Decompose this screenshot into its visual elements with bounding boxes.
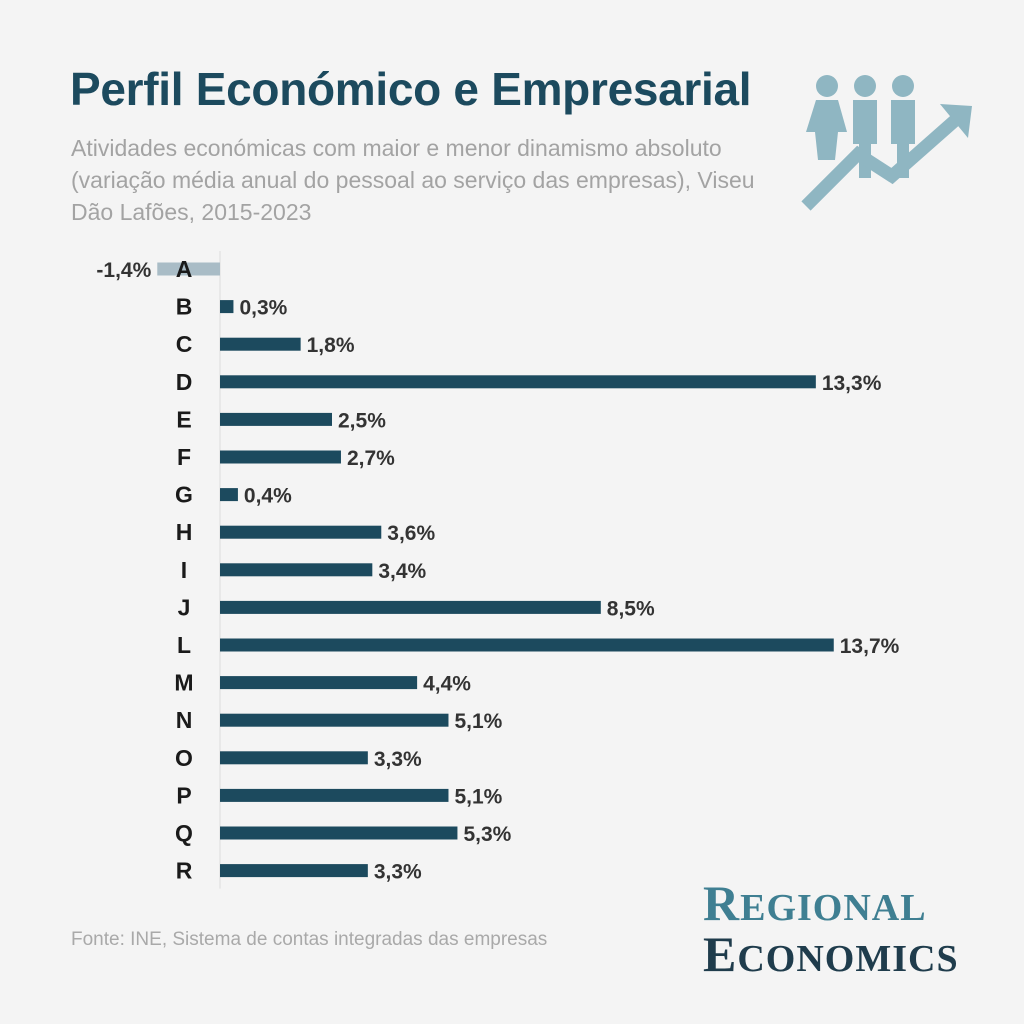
category-label-F: F <box>177 444 191 470</box>
value-label-O: 3,3% <box>374 748 422 771</box>
bar-C <box>220 337 301 351</box>
people-growth-arrow-icon <box>801 75 972 211</box>
value-label-F: 2,7% <box>347 447 395 470</box>
value-label-G: 0,4% <box>244 485 292 508</box>
brand-logo: REGIONAL ECONOMICS <box>703 875 959 982</box>
value-label-R: 3,3% <box>374 861 422 884</box>
category-label-L: L <box>177 632 191 658</box>
bar-P <box>220 788 449 802</box>
bar-N <box>220 713 449 727</box>
source-note: Fonte: INE, Sistema de contas integradas… <box>71 929 548 950</box>
category-label-N: N <box>176 707 193 733</box>
value-label-H: 3,6% <box>387 522 435 545</box>
category-label-M: M <box>174 670 193 696</box>
brand-line-1: REGIONAL <box>703 875 927 931</box>
category-label-Q: Q <box>175 820 193 846</box>
category-label-O: O <box>175 745 193 771</box>
value-label-A: -1,4% <box>96 259 151 282</box>
value-label-P: 5,1% <box>454 785 502 808</box>
value-label-E: 2,5% <box>338 409 386 432</box>
category-label-R: R <box>176 858 193 884</box>
value-label-Q: 5,3% <box>463 823 511 846</box>
bar-L <box>220 638 834 652</box>
value-label-N: 5,1% <box>454 710 502 733</box>
category-label-H: H <box>176 519 193 545</box>
bar-A <box>157 262 220 276</box>
value-label-L: 13,7% <box>840 635 900 658</box>
chart-title: Perfil Económico e Empresarial <box>70 63 752 115</box>
brand-line-2: ECONOMICS <box>703 926 959 982</box>
category-label-J: J <box>178 594 191 620</box>
value-label-I: 3,4% <box>378 560 426 583</box>
bar-F <box>220 450 341 464</box>
bar-Q <box>220 826 458 840</box>
bar-B <box>220 300 234 314</box>
category-label-A: A <box>176 256 193 282</box>
value-label-M: 4,4% <box>423 673 471 696</box>
category-label-I: I <box>181 557 187 583</box>
bar-M <box>220 676 418 690</box>
value-label-D: 13,3% <box>822 372 882 395</box>
category-label-E: E <box>176 406 191 432</box>
value-label-J: 8,5% <box>607 597 655 620</box>
bar-G <box>220 488 238 502</box>
bar-D <box>220 375 816 389</box>
category-label-P: P <box>176 782 191 808</box>
category-label-D: D <box>176 369 193 395</box>
category-label-C: C <box>176 331 193 357</box>
bar-E <box>220 412 332 426</box>
category-label-G: G <box>175 482 193 508</box>
bar-H <box>220 525 382 539</box>
bar-J <box>220 600 601 614</box>
value-label-B: 0,3% <box>239 297 287 320</box>
bar-O <box>220 751 368 765</box>
chart-subtitle: Atividades económicas com maior e menor … <box>71 135 755 225</box>
value-label-C: 1,8% <box>307 334 355 357</box>
category-label-B: B <box>176 294 193 320</box>
bar-I <box>220 563 373 577</box>
bar-R <box>220 864 368 878</box>
